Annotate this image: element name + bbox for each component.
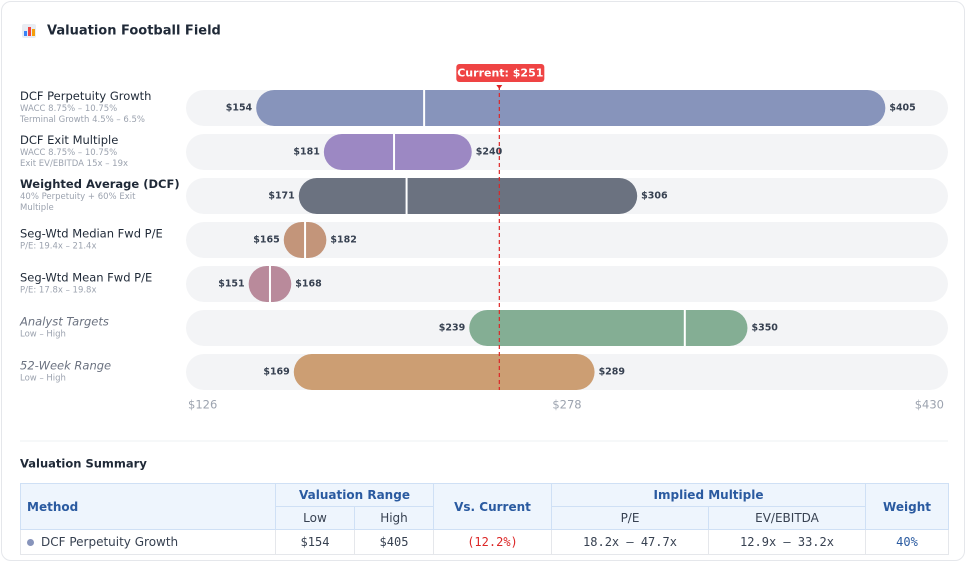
summary-table: Method Valuation Range Vs. Current Impli…	[20, 483, 950, 555]
row-subtitle: Low – High	[20, 330, 66, 340]
high-label: $168	[295, 279, 322, 290]
range-bar	[323, 134, 472, 170]
row-label: Weighted Average (DCF)	[20, 177, 180, 191]
row-label: 52-Week Range	[20, 359, 111, 373]
low-label: $181	[293, 147, 319, 158]
range-bar	[293, 354, 595, 390]
row-label: Seg-Wtd Mean Fwd P/E	[20, 271, 152, 285]
th-implied: Implied Multiple	[550, 483, 867, 507]
high-label: $289	[599, 367, 625, 378]
high-label: $405	[889, 103, 915, 114]
track	[186, 222, 948, 258]
track	[186, 266, 948, 302]
high-label: $350	[751, 323, 778, 334]
th-pe: P/E	[551, 506, 709, 530]
cell: DCF Perpetuity Growth	[41, 535, 179, 549]
chart: Valuation Football Field Valuation Summa…	[19, 24, 948, 471]
current-pointer	[496, 85, 503, 89]
row-subtitle: 40% Perpetuity + 60% Exit	[20, 192, 136, 202]
th-method: Method	[20, 483, 276, 530]
row-subtitle: WACC 8.75% – 10.75%	[20, 148, 117, 158]
row-dot	[27, 539, 34, 546]
range-bar	[256, 90, 886, 126]
row-label: Seg-Wtd Median Fwd P/E	[20, 227, 163, 241]
low-label: $154	[226, 103, 253, 114]
row-subtitle: P/E: 19.4x – 21.4x	[20, 242, 97, 252]
low-label: $169	[263, 367, 289, 378]
x-tick-label: $430	[915, 398, 944, 412]
row-subtitle: WACC 8.75% – 10.75%	[20, 104, 117, 114]
th-high: High	[354, 506, 434, 530]
current-label: Current: $251	[457, 67, 543, 80]
row-subtitle: Terminal Growth 4.5% – 6.5%	[19, 115, 145, 125]
th-weight: Weight	[865, 483, 950, 530]
range-bar	[469, 310, 748, 346]
cell: $405	[354, 529, 434, 555]
row-subtitle: Multiple	[20, 203, 54, 213]
low-label: $151	[218, 279, 244, 290]
x-tick-label: $278	[552, 398, 581, 412]
row-label: DCF Perpetuity Growth	[20, 89, 151, 103]
low-label: $171	[268, 191, 294, 202]
row-subtitle: Low – High	[20, 374, 66, 384]
th-low: Low	[275, 506, 355, 530]
title: Valuation Football Field	[47, 24, 221, 39]
row-label: Analyst Targets	[19, 315, 109, 329]
row-label: DCF Exit Multiple	[20, 133, 118, 147]
low-label: $239	[439, 323, 465, 334]
current-badge	[456, 64, 545, 82]
th-vs: Vs. Current	[433, 483, 552, 530]
low-label: $165	[253, 235, 279, 246]
cell: $154	[275, 529, 355, 555]
cell: 12.9x – 33.2x	[707, 529, 867, 555]
cell: 40%	[865, 529, 950, 555]
high-label: $182	[330, 235, 356, 246]
x-tick-label: $126	[188, 398, 217, 412]
high-label: $240	[476, 147, 503, 158]
th-range: Valuation Range	[275, 483, 434, 507]
table-title: Valuation Summary	[20, 457, 147, 471]
row-subtitle: Exit EV/EBITDA 15x – 19x	[20, 159, 128, 169]
row-subtitle: P/E: 17.8x – 19.8x	[20, 286, 97, 296]
th-ev: EV/EBITDA	[707, 506, 867, 530]
range-bar	[298, 178, 638, 214]
chart-icon	[22, 24, 36, 38]
high-label: $306	[641, 191, 668, 202]
cell: 18.2x – 47.7x	[551, 529, 709, 555]
table-row: DCF Perpetuity Growth $154 $405 (12.2%) …	[20, 529, 950, 555]
cell: (12.2%)	[433, 529, 552, 555]
